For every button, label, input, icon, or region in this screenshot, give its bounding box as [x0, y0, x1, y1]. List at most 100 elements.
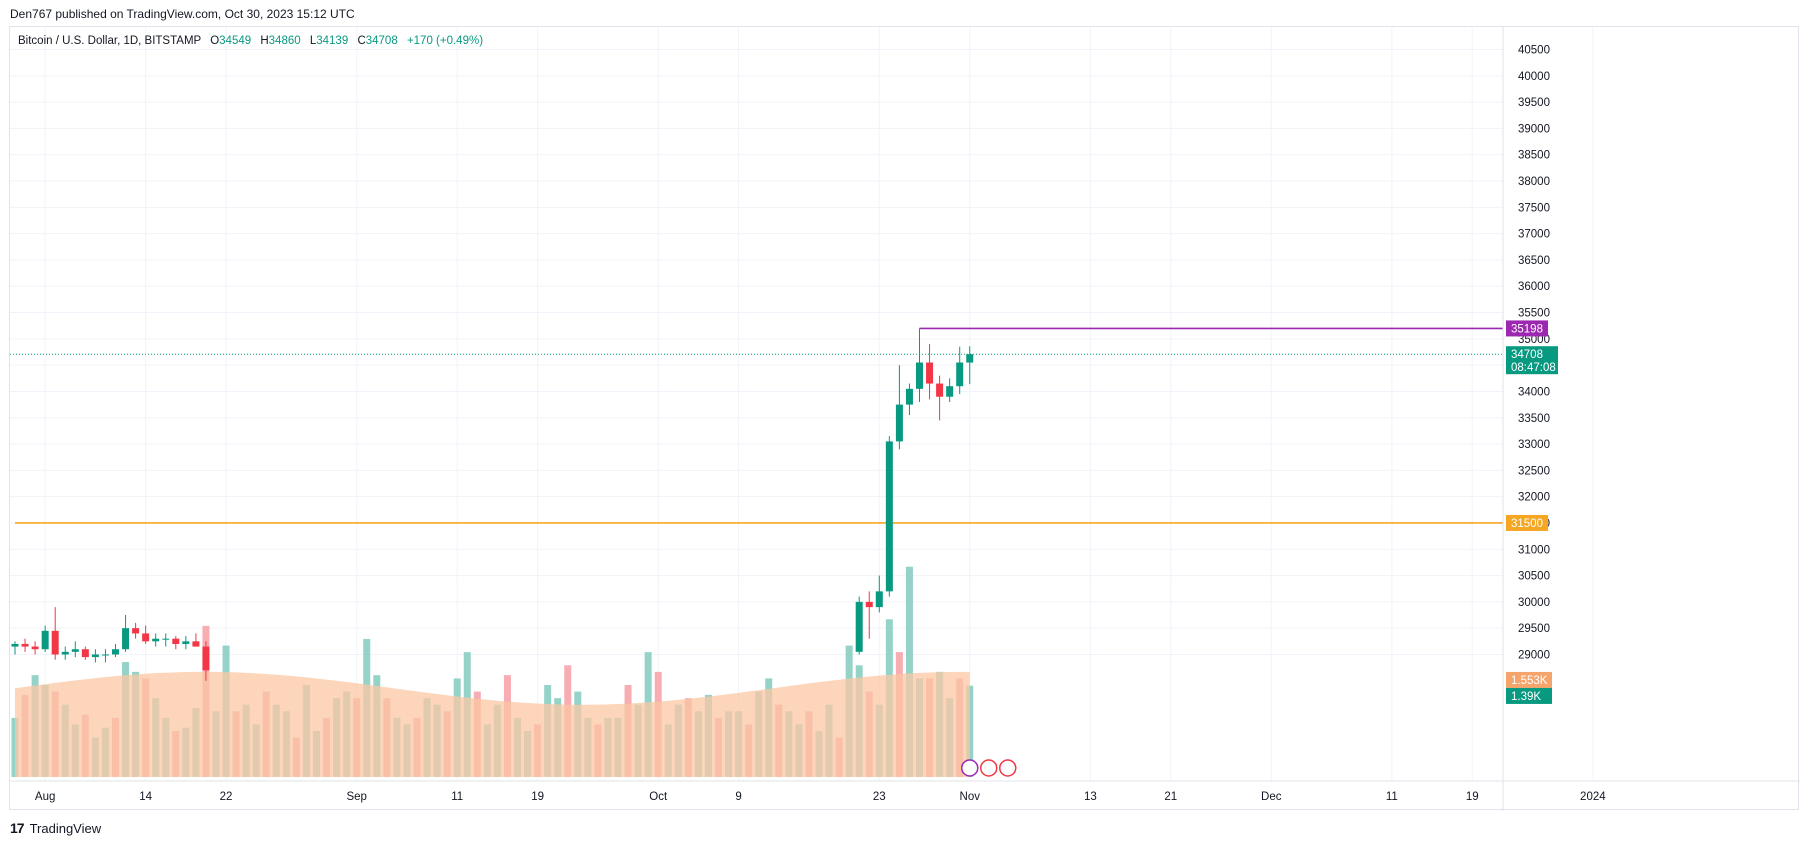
x-tick-label: 22 — [220, 791, 233, 803]
candle-body — [61, 651, 69, 655]
candle-body — [91, 654, 99, 658]
chart-legend: Bitcoin / U.S. Dollar, 1D, BITSTAMP O345… — [18, 35, 483, 47]
y-tick-label: 30500 — [1518, 571, 1550, 583]
candle-body — [875, 591, 883, 608]
footer: 17 TradingView — [10, 820, 101, 836]
event-layer — [961, 759, 1017, 777]
us-flag-event-icon — [980, 759, 998, 777]
candle-body — [182, 641, 190, 644]
last-price-text: 34708 — [1511, 349, 1543, 361]
volume-ma-text: 1.553K — [1511, 675, 1548, 687]
y-tick-label: 29000 — [1518, 649, 1550, 661]
candle-body — [956, 362, 964, 387]
volume-layer — [11, 566, 974, 777]
y-tick-label: 37000 — [1518, 229, 1550, 241]
x-tick-label: 21 — [1164, 791, 1177, 803]
y-tick-label: 33500 — [1518, 413, 1550, 425]
candle-body — [895, 404, 903, 442]
candle-body — [202, 646, 210, 671]
y-tick-label: 29500 — [1518, 623, 1550, 635]
low-value: 34139 — [316, 35, 349, 47]
x-tick-label: Oct — [649, 791, 668, 803]
x-tick-label: 11 — [1386, 791, 1398, 803]
close-value: 34708 — [365, 35, 398, 47]
candle-body — [946, 386, 954, 397]
candle-body — [122, 628, 130, 650]
y-tick-label: 39500 — [1518, 97, 1550, 109]
y-tick-label: 31000 — [1518, 544, 1550, 556]
volume-last-badge — [1506, 687, 1552, 704]
y-tick-label: 38000 — [1518, 176, 1550, 188]
y-tick-label: 35500 — [1518, 308, 1550, 320]
us-flag-event-icon — [999, 759, 1017, 777]
x-tick-label: 23 — [873, 791, 886, 803]
y-tick-label: 40000 — [1518, 71, 1550, 83]
x-tick-label: 9 — [735, 791, 741, 803]
candle-body — [936, 383, 944, 397]
candle-body — [966, 354, 974, 363]
candle-body — [885, 441, 893, 592]
x-tick-label: Aug — [35, 791, 55, 803]
brand-label: TradingView — [29, 820, 102, 836]
candle-layer — [11, 328, 974, 681]
y-tick-label: 33000 — [1518, 439, 1550, 451]
candle-body — [31, 646, 39, 650]
y-tick-label: 40500 — [1518, 45, 1550, 57]
high-value: 34860 — [268, 35, 301, 47]
candle-body — [865, 601, 873, 608]
y-tick-label: 38500 — [1518, 150, 1550, 162]
candle-body — [142, 633, 150, 642]
candle-body — [905, 388, 913, 405]
publish-info: Den767 published on TradingView.com, Oct… — [10, 7, 355, 21]
x-tick-label: 13 — [1084, 791, 1097, 803]
chart-frame[interactable]: 29000 29500 30000 30500 31000 31500 32000 32500… — [9, 26, 1800, 811]
y-tick-label: 36000 — [1518, 281, 1550, 293]
lightning-event-icon — [961, 759, 979, 777]
volume-ma-badge — [1506, 671, 1552, 688]
y-tick-label: 32500 — [1518, 465, 1550, 477]
y-tick-label: 37500 — [1518, 202, 1550, 214]
price-chart[interactable]: 29000 29500 30000 30500 31000 31500 32000 32500… — [10, 27, 1800, 811]
x-tick-label: Dec — [1261, 791, 1282, 803]
candle-body — [192, 641, 200, 647]
grid-layer — [10, 27, 1594, 781]
y-tick-label: 32000 — [1518, 492, 1550, 504]
open-value: 34549 — [219, 35, 252, 47]
level-layer — [10, 327, 1503, 524]
candle-body — [916, 362, 923, 389]
x-tick-label: 19 — [1466, 791, 1479, 803]
candle-body — [51, 630, 59, 655]
level-badge-high — [1506, 320, 1548, 337]
open-label: O — [210, 35, 220, 47]
x-tick-label: 11 — [451, 791, 463, 803]
y-tick-label: 34000 — [1518, 386, 1550, 398]
candle-body — [172, 638, 180, 644]
candle-body — [926, 362, 934, 384]
volume-last-text: 1.39K — [1511, 691, 1541, 703]
level-badge-text: 35198 — [1511, 323, 1543, 335]
y-tick-label: 35000 — [1518, 334, 1550, 346]
candle-body — [41, 630, 49, 650]
countdown-text: 08:47:08 — [1511, 362, 1556, 374]
x-tick-label: Sep — [346, 791, 366, 803]
volume-ma-area — [15, 671, 970, 777]
x-tick-label: Nov — [960, 791, 981, 803]
candle-body — [101, 654, 109, 656]
y-tick-label: 39000 — [1518, 123, 1550, 135]
x-tick-label: 19 — [531, 791, 544, 803]
last-price-badge — [1506, 346, 1558, 375]
candle-body — [112, 649, 119, 655]
level-badge-text: 31500 — [1511, 518, 1543, 530]
candle-body — [11, 643, 19, 647]
tradingview-logo: 17 — [10, 820, 25, 836]
x-tick-label: 2024 — [1580, 791, 1606, 803]
candle-body — [81, 649, 89, 658]
candle-body — [132, 628, 140, 634]
y-tick-label: 36500 — [1518, 255, 1550, 267]
x-tick-label: 14 — [139, 791, 152, 803]
low-label: L — [309, 35, 317, 47]
candle-body — [162, 638, 170, 640]
candle-body — [152, 638, 160, 642]
symbol-label: Bitcoin / U.S. Dollar, 1D, BITSTAMP — [18, 35, 201, 47]
